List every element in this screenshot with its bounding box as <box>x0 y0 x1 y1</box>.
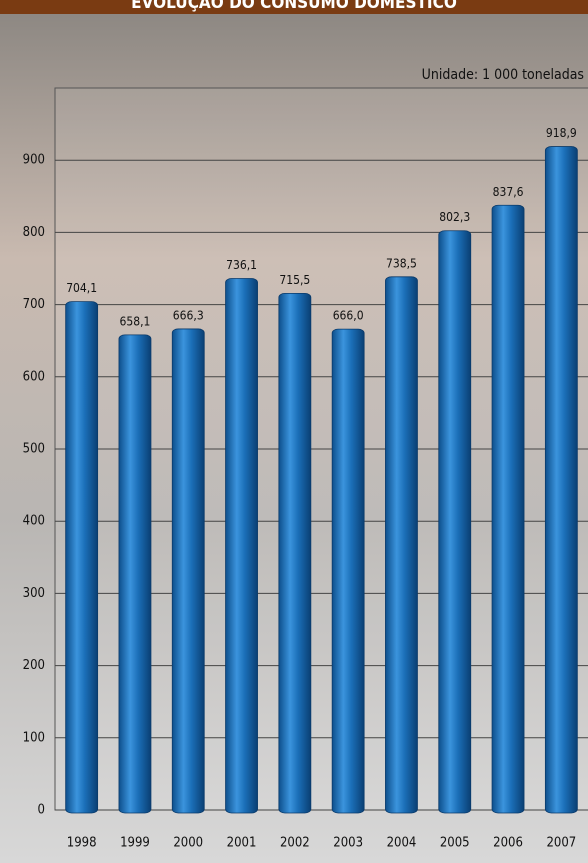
y-tick-label: 0 <box>38 803 45 818</box>
y-tick-label: 300 <box>23 586 45 601</box>
value-label: 715,5 <box>279 273 310 287</box>
x-tick-label: 2003 <box>333 836 363 851</box>
value-label: 666,3 <box>173 308 204 322</box>
title-banner <box>0 0 588 14</box>
y-tick-label: 200 <box>23 658 45 673</box>
bar <box>544 146 578 814</box>
value-label: 738,5 <box>386 256 417 270</box>
y-tick-label: 100 <box>23 730 45 745</box>
value-label: 704,1 <box>66 281 97 295</box>
bar <box>118 334 152 814</box>
value-label: 837,6 <box>493 185 524 199</box>
value-label: 918,9 <box>546 126 577 140</box>
value-label: 666,0 <box>333 309 364 323</box>
bar <box>171 328 205 814</box>
value-label: 736,1 <box>226 258 257 272</box>
x-tick-label: 2002 <box>280 836 310 851</box>
y-tick-label: 900 <box>23 153 45 168</box>
bar <box>385 276 418 814</box>
bar <box>491 204 525 814</box>
x-tick-label: 2001 <box>227 836 257 851</box>
x-tick-label: 1998 <box>67 836 97 851</box>
y-tick-label: 700 <box>23 297 45 312</box>
value-label: 658,1 <box>119 314 150 328</box>
bar <box>438 230 472 814</box>
value-label: 802,3 <box>439 210 470 224</box>
y-tick-label: 800 <box>23 225 45 240</box>
x-tick-label: 1999 <box>120 836 150 851</box>
y-tick-label: 500 <box>23 442 45 457</box>
subtitle: Unidade: 1 000 toneladas <box>422 67 584 83</box>
x-tick-label: 2005 <box>440 836 470 851</box>
x-tick-label: 2004 <box>387 836 417 851</box>
bar <box>278 293 312 814</box>
bar <box>331 328 365 814</box>
bar <box>225 278 258 814</box>
x-tick-label: 2006 <box>493 836 523 851</box>
x-tick-label: 2000 <box>173 836 203 851</box>
y-tick-label: 600 <box>23 369 45 384</box>
y-tick-label: 400 <box>23 514 45 529</box>
x-tick-label: 2007 <box>546 836 576 851</box>
chart-title: EVOLUÇÃO DO CONSUMO DOMÉSTICO <box>131 0 457 13</box>
bar <box>65 301 99 814</box>
